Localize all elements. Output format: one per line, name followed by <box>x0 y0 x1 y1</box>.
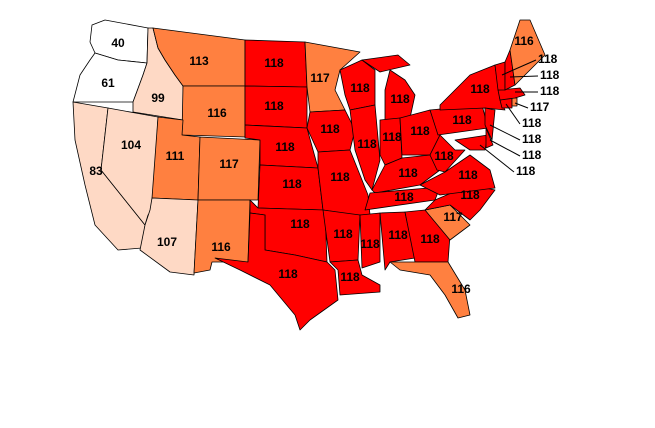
state-value-label: 118 <box>282 177 302 191</box>
leader-line <box>489 124 521 141</box>
state-ma[interactable] <box>497 87 526 101</box>
state-value-label: 118 <box>516 164 536 178</box>
state-value-label: 118 <box>394 190 414 204</box>
state-ms[interactable] <box>359 212 381 269</box>
state-value-label: 117 <box>310 71 330 85</box>
state-al[interactable] <box>379 211 416 271</box>
state-value-label: 104 <box>121 138 141 152</box>
state-value-label: 118 <box>420 232 440 246</box>
state-value-label: 118 <box>360 237 380 251</box>
state-value-label: 117 <box>443 210 463 224</box>
state-value-label: 118 <box>350 81 370 95</box>
leader-line <box>509 75 539 78</box>
state-value-label: 117 <box>219 157 239 171</box>
state-value-label: 118 <box>398 166 418 180</box>
state-value-label: 118 <box>290 217 310 231</box>
state-mi[interactable] <box>361 54 411 73</box>
state-value-label: 116 <box>514 34 534 48</box>
leader-line <box>505 103 521 125</box>
state-value-label: 99 <box>151 91 165 105</box>
state-value-label: 40 <box>111 36 125 50</box>
state-value-label: 118 <box>275 140 295 154</box>
leader-line <box>479 144 515 173</box>
state-ri[interactable] <box>511 97 518 107</box>
leader-line <box>514 102 529 109</box>
state-value-label: 118 <box>522 148 542 162</box>
state-value-label: 118 <box>538 52 558 66</box>
state-fl[interactable] <box>389 261 471 319</box>
state-la[interactable] <box>329 259 381 296</box>
state-tx[interactable] <box>214 212 339 331</box>
state-value-label: 118 <box>522 116 542 130</box>
state-value-label: 118 <box>333 227 353 241</box>
state-value-label: 116 <box>207 106 227 120</box>
state-value-label: 118 <box>357 137 377 151</box>
state-value-label: 116 <box>451 282 471 296</box>
state-value-label: 118 <box>460 188 480 202</box>
state-ga[interactable] <box>404 209 451 263</box>
state-value-label: 118 <box>340 270 360 284</box>
state-value-label: 118 <box>278 267 298 281</box>
state-value-label: 118 <box>388 228 408 242</box>
state-value-label: 118 <box>434 149 454 163</box>
state-value-label: 113 <box>189 54 209 68</box>
leader-line <box>489 139 521 157</box>
state-value-label: 118 <box>320 122 340 136</box>
state-value-label: 61 <box>101 76 115 90</box>
state-value-label: 118 <box>540 84 560 98</box>
state-mn[interactable] <box>304 41 361 113</box>
state-value-label: 118 <box>330 170 350 184</box>
state-nj[interactable] <box>484 107 496 141</box>
state-value-label: 107 <box>157 235 177 249</box>
state-value-label: 118 <box>264 99 284 113</box>
state-value-label: 118 <box>382 130 402 144</box>
state-value-label: 118 <box>470 82 490 96</box>
state-value-label: 118 <box>390 92 410 106</box>
state-md[interactable] <box>454 134 489 151</box>
state-value-label: 118 <box>452 113 472 127</box>
state-value-label: 118 <box>522 132 542 146</box>
state-de[interactable] <box>485 127 494 149</box>
state-value-label: 116 <box>211 240 231 254</box>
state-value-label: 118 <box>410 124 430 138</box>
leader-line <box>501 59 537 76</box>
state-me[interactable] <box>509 19 546 86</box>
state-value-label: 83 <box>89 164 103 178</box>
state-value-label: 118 <box>540 68 560 82</box>
state-value-label: 118 <box>458 168 478 182</box>
state-value-label: 118 <box>264 56 284 70</box>
state-value-label: 117 <box>530 100 550 114</box>
state-value-label: 111 <box>166 149 185 163</box>
